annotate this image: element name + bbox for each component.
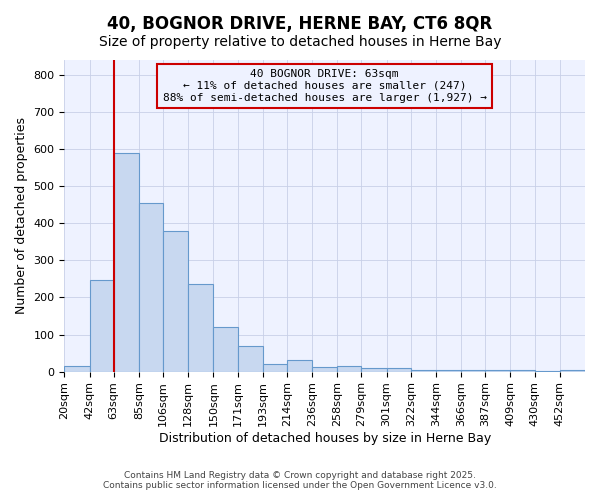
Bar	[485, 370, 511, 372]
Bar	[263, 364, 287, 372]
Bar	[312, 367, 337, 372]
Bar	[64, 366, 89, 372]
Text: Size of property relative to detached houses in Herne Bay: Size of property relative to detached ho…	[99, 35, 501, 49]
Text: 40, BOGNOR DRIVE, HERNE BAY, CT6 8QR: 40, BOGNOR DRIVE, HERNE BAY, CT6 8QR	[107, 15, 493, 33]
Bar	[361, 368, 386, 372]
Bar	[511, 370, 535, 372]
Text: Contains HM Land Registry data © Crown copyright and database right 2025.
Contai: Contains HM Land Registry data © Crown c…	[103, 470, 497, 490]
Bar	[386, 368, 411, 372]
Bar	[337, 366, 361, 372]
Bar	[188, 284, 214, 372]
Bar	[535, 371, 560, 372]
Bar	[287, 360, 312, 372]
Bar	[461, 370, 485, 372]
Bar	[560, 370, 585, 372]
Bar	[163, 232, 188, 372]
Bar	[238, 346, 263, 372]
Bar	[139, 203, 163, 372]
Bar	[214, 327, 238, 372]
Bar	[114, 152, 139, 372]
X-axis label: Distribution of detached houses by size in Herne Bay: Distribution of detached houses by size …	[158, 432, 491, 445]
Bar	[436, 370, 461, 372]
Bar	[411, 370, 436, 372]
Bar	[89, 280, 114, 372]
Text: 40 BOGNOR DRIVE: 63sqm
← 11% of detached houses are smaller (247)
88% of semi-de: 40 BOGNOR DRIVE: 63sqm ← 11% of detached…	[163, 70, 487, 102]
Y-axis label: Number of detached properties: Number of detached properties	[15, 118, 28, 314]
